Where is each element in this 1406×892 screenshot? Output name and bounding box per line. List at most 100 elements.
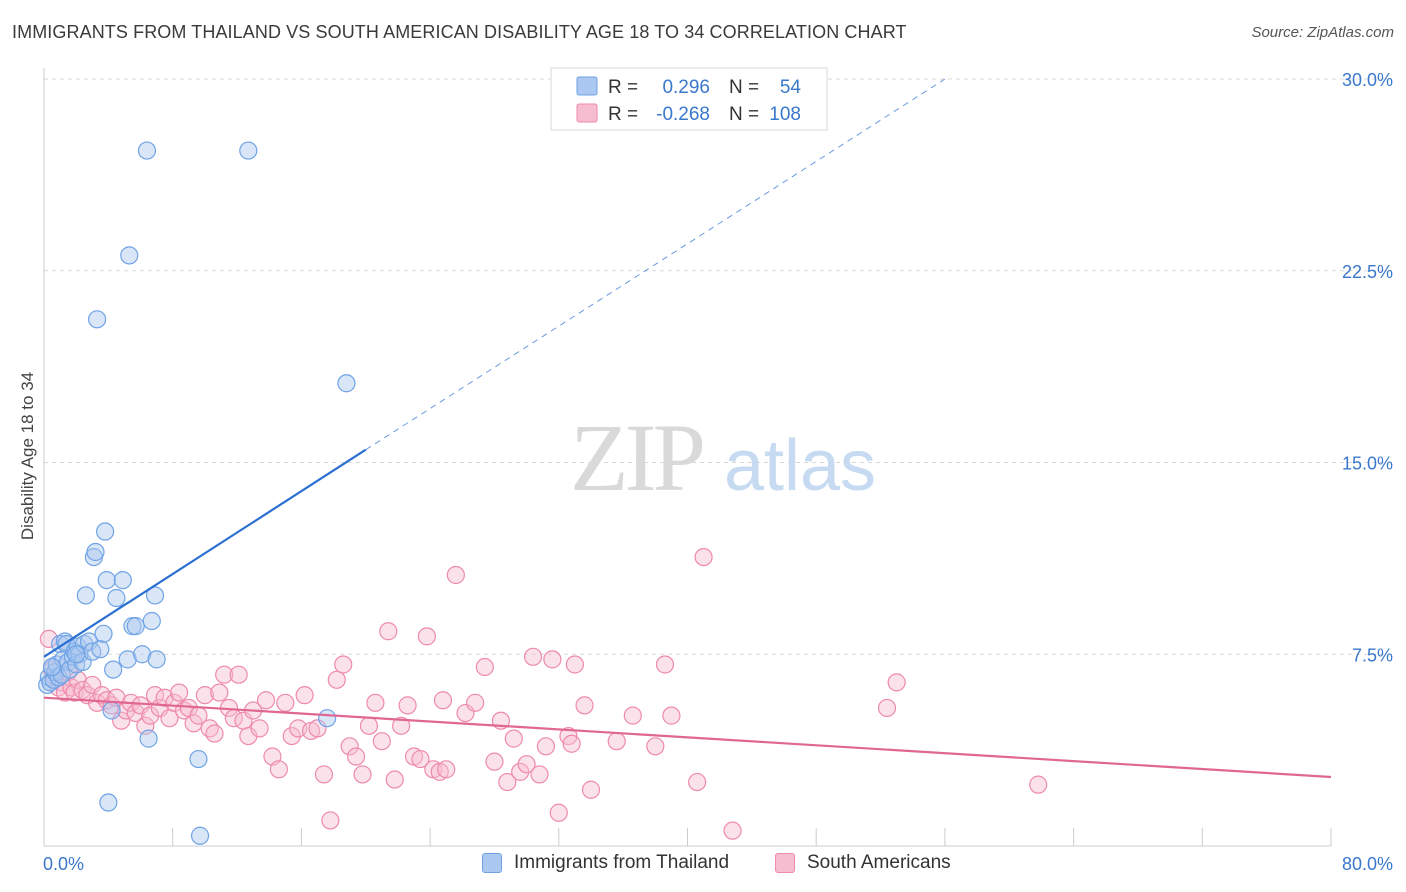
thailand-point bbox=[104, 660, 123, 679]
south-americans-point bbox=[269, 760, 288, 779]
stats-n-label-pink: N = bbox=[729, 104, 759, 125]
south-americans-point bbox=[1029, 775, 1048, 794]
thailand-point bbox=[133, 645, 152, 664]
y-axis-label: Disability Age 18 to 34 bbox=[18, 372, 37, 540]
legend-swatch-pink bbox=[775, 853, 795, 873]
south-americans-point bbox=[623, 706, 642, 725]
stats-r-label-blue: R = bbox=[608, 77, 638, 98]
watermark-atlas: atlas bbox=[724, 426, 876, 506]
south-americans-point bbox=[366, 693, 385, 712]
south-americans-points bbox=[39, 547, 1048, 840]
stats-legend: R = 0.296 N = 54 R = -0.268 N = 108 bbox=[550, 67, 828, 131]
stats-n-label-blue: N = bbox=[729, 77, 759, 98]
south-americans-point bbox=[437, 760, 456, 779]
thailand-point bbox=[239, 141, 258, 160]
x-tick-label: 80.0% bbox=[1342, 854, 1393, 874]
south-americans-point bbox=[562, 734, 581, 753]
south-americans-point bbox=[543, 650, 562, 669]
trend-lines bbox=[43, 78, 1332, 779]
south-americans-point bbox=[372, 732, 391, 751]
thailand-point bbox=[91, 640, 110, 659]
south-americans-point bbox=[340, 737, 359, 756]
south-americans-point bbox=[485, 752, 504, 771]
legend-label-south-americans: South Americans bbox=[807, 852, 951, 873]
south-americans-point bbox=[536, 737, 556, 756]
watermark-zip: ZIP bbox=[570, 404, 703, 511]
thailand-point bbox=[42, 657, 62, 677]
source-label: Source: ZipAtlas.com bbox=[1251, 24, 1394, 41]
y-tick-label: 30.0% bbox=[1342, 70, 1393, 90]
stats-n-value-blue: 54 bbox=[780, 77, 802, 98]
south-americans-point bbox=[256, 691, 276, 710]
south-americans-point bbox=[353, 765, 372, 784]
south-americans-point bbox=[411, 749, 430, 769]
south-americans-point bbox=[466, 693, 485, 712]
south-americans-point bbox=[877, 698, 897, 718]
south-americans-point bbox=[723, 821, 742, 840]
thailand-point bbox=[118, 650, 137, 669]
thailand-point bbox=[147, 650, 166, 669]
south-americans-point bbox=[549, 803, 568, 822]
y-tick-label: 7.5% bbox=[1352, 645, 1393, 665]
y-tick-label: 22.5% bbox=[1342, 262, 1393, 282]
south-americans-point bbox=[379, 622, 398, 641]
thailand-point bbox=[107, 588, 126, 608]
thailand-point bbox=[120, 246, 139, 265]
south-americans-point bbox=[314, 765, 334, 784]
south-americans-point bbox=[195, 686, 214, 705]
stats-r-label-pink: R = bbox=[608, 104, 638, 125]
grid-lines bbox=[44, 78, 1392, 655]
stats-r-value-blue: 0.296 bbox=[662, 77, 710, 98]
legend-swatch-blue bbox=[482, 853, 502, 873]
thailand-point bbox=[190, 826, 210, 845]
south-americans-point bbox=[334, 655, 353, 674]
south-americans-point bbox=[141, 706, 160, 725]
south-americans-point bbox=[398, 696, 417, 715]
south-americans-point bbox=[662, 706, 681, 725]
thailand-point bbox=[87, 310, 107, 329]
thailand-point bbox=[137, 141, 157, 160]
south-americans-point bbox=[73, 680, 92, 700]
south-americans-point bbox=[655, 655, 675, 674]
south-americans-point bbox=[359, 716, 379, 735]
south-americans-point bbox=[229, 665, 248, 684]
thailand-point bbox=[189, 749, 208, 769]
thailand-point bbox=[102, 701, 121, 720]
south-americans-point bbox=[205, 724, 224, 743]
thailand-point bbox=[139, 729, 158, 748]
south-americans-point bbox=[170, 683, 189, 702]
south-americans-point bbox=[295, 686, 314, 705]
south-americans-point bbox=[210, 683, 229, 702]
south-americans-point bbox=[688, 772, 707, 792]
thailand-point bbox=[86, 542, 105, 562]
y-tick-label: 15.0% bbox=[1342, 454, 1393, 474]
south-americans-point bbox=[498, 772, 517, 792]
south-americans-point bbox=[517, 755, 536, 774]
south-americans-point bbox=[607, 732, 626, 751]
thailand-points bbox=[38, 141, 356, 845]
south-americans-point bbox=[475, 657, 494, 677]
thailand-point bbox=[67, 645, 86, 664]
axes: 7.5% 15.0% 22.5% 30.0% 0.0% 80.0% bbox=[43, 68, 1393, 874]
south-americans-point bbox=[646, 737, 665, 756]
south-americans-point bbox=[887, 673, 906, 692]
south-americans-trend-line bbox=[43, 696, 1332, 779]
south-americans-point bbox=[575, 696, 594, 715]
thailand-trend-extension bbox=[365, 78, 946, 451]
stats-legend-pink-swatch bbox=[576, 103, 598, 123]
x-tick-label: 0.0% bbox=[43, 854, 84, 874]
thailand-trend-line bbox=[43, 448, 367, 658]
thailand-point bbox=[318, 709, 337, 728]
south-americans-point bbox=[392, 716, 411, 735]
stats-r-value-pink: -0.268 bbox=[656, 104, 710, 125]
thailand-point bbox=[113, 571, 132, 590]
south-americans-point bbox=[417, 627, 436, 646]
south-americans-point bbox=[346, 747, 366, 766]
south-americans-point bbox=[530, 765, 549, 784]
thailand-point bbox=[337, 374, 356, 393]
stats-legend-blue-swatch bbox=[576, 76, 598, 96]
south-americans-point bbox=[250, 719, 269, 738]
south-americans-point bbox=[321, 811, 340, 830]
thailand-point bbox=[142, 611, 161, 631]
